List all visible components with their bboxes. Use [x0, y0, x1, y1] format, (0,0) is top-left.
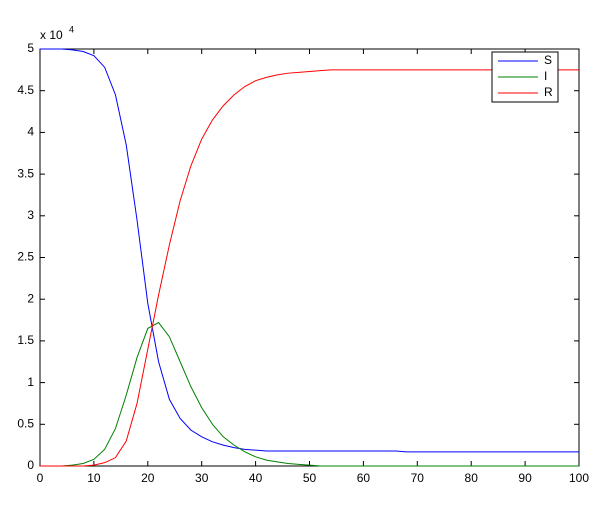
x-tick-label: 10: [87, 471, 101, 485]
y-tick-label: 4: [27, 125, 34, 139]
y-tick-label: 1: [27, 375, 34, 389]
y-tick-label: 4.5: [17, 83, 34, 97]
series-line: [40, 48, 579, 453]
legend-label: R: [544, 85, 553, 99]
y-tick-label: 2: [27, 291, 34, 305]
y-scale-label: x 10: [40, 28, 63, 42]
x-tick-label: 60: [357, 471, 371, 485]
x-tick-label: 80: [465, 471, 479, 485]
x-tick-label: 70: [411, 471, 425, 485]
x-tick-label: 0: [37, 471, 44, 485]
y-tick-label: 0: [27, 458, 34, 472]
x-tick-label: 100: [569, 471, 589, 485]
y-tick-label: 1.5: [17, 333, 34, 347]
plot-area: [39, 48, 580, 467]
x-tick-label: 30: [195, 471, 209, 485]
x-tick-label: 90: [518, 471, 532, 485]
series-line: [40, 321, 579, 467]
x-tick-label: 20: [141, 471, 155, 485]
y-tick-label: 3.5: [17, 166, 34, 180]
y-scale-exponent: 4: [69, 24, 74, 34]
x-tick-label: 40: [249, 471, 263, 485]
y-tick-label: 0.5: [17, 416, 34, 430]
legend-label: S: [544, 53, 552, 67]
y-tick-label: 2.5: [17, 250, 34, 264]
x-tick-label: 50: [303, 471, 317, 485]
series-line: [40, 69, 579, 467]
y-tick-label: 5: [27, 41, 34, 55]
y-tick-label: 3: [27, 208, 34, 222]
legend-label: I: [544, 69, 547, 83]
